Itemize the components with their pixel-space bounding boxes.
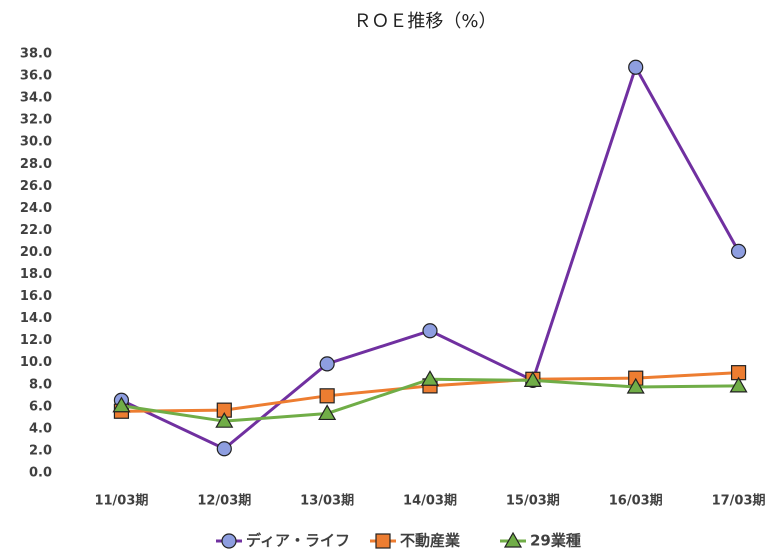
x-tick-label: 15/03期 xyxy=(506,494,560,509)
data-point xyxy=(422,323,438,339)
data-point xyxy=(216,441,232,457)
legend-label: 不動産業 xyxy=(400,532,461,550)
y-tick-label: 6.0 xyxy=(29,399,52,414)
y-tick-label: 8.0 xyxy=(29,377,52,392)
data-point xyxy=(215,411,234,428)
data-point xyxy=(729,376,748,393)
data-point xyxy=(628,59,644,75)
x-tick-label: 11/03期 xyxy=(94,494,148,509)
x-tick-label: 13/03期 xyxy=(300,494,354,509)
y-tick-label: 22.0 xyxy=(20,223,52,238)
y-tick-label: 28.0 xyxy=(20,157,52,172)
data-point xyxy=(318,404,337,421)
y-tick-label: 18.0 xyxy=(20,267,52,282)
data-point xyxy=(420,370,440,386)
y-tick-label: 14.0 xyxy=(20,311,52,326)
y-tick-label: 38.0 xyxy=(20,47,52,62)
y-tick-label: 30.0 xyxy=(20,135,52,150)
x-tick-label: 17/03期 xyxy=(712,494,766,509)
chart-title: ＲＯＥ推移（%） xyxy=(353,11,496,32)
data-point xyxy=(523,371,542,387)
x-tick-label: 12/03期 xyxy=(197,494,251,509)
y-tick-label: 0.0 xyxy=(29,466,52,481)
data-point xyxy=(319,356,335,372)
data-point xyxy=(112,396,131,413)
y-tick-label: 26.0 xyxy=(20,179,52,194)
legend-marker xyxy=(375,533,391,549)
y-tick-label: 34.0 xyxy=(20,91,52,106)
y-tick-label: 4.0 xyxy=(29,421,52,436)
y-tick-label: 2.0 xyxy=(29,443,52,458)
data-point xyxy=(626,377,645,394)
y-tick-label: 36.0 xyxy=(20,69,52,84)
y-tick-label: 32.0 xyxy=(20,113,52,128)
legend-label: 29業種 xyxy=(530,532,581,550)
x-tick-label: 14/03期 xyxy=(403,494,457,509)
y-tick-label: 24.0 xyxy=(20,201,52,216)
y-tick-label: 20.0 xyxy=(20,245,52,260)
data-point xyxy=(319,388,335,404)
legend-label: ディア・ライフ xyxy=(246,532,350,550)
legend-marker xyxy=(503,531,523,548)
y-tick-label: 16.0 xyxy=(20,289,52,304)
y-tick-label: 12.0 xyxy=(20,333,52,348)
y-tick-label: 10.0 xyxy=(20,355,52,370)
x-tick-label: 16/03期 xyxy=(609,494,663,509)
data-point xyxy=(730,243,747,259)
legend-marker xyxy=(221,533,237,549)
